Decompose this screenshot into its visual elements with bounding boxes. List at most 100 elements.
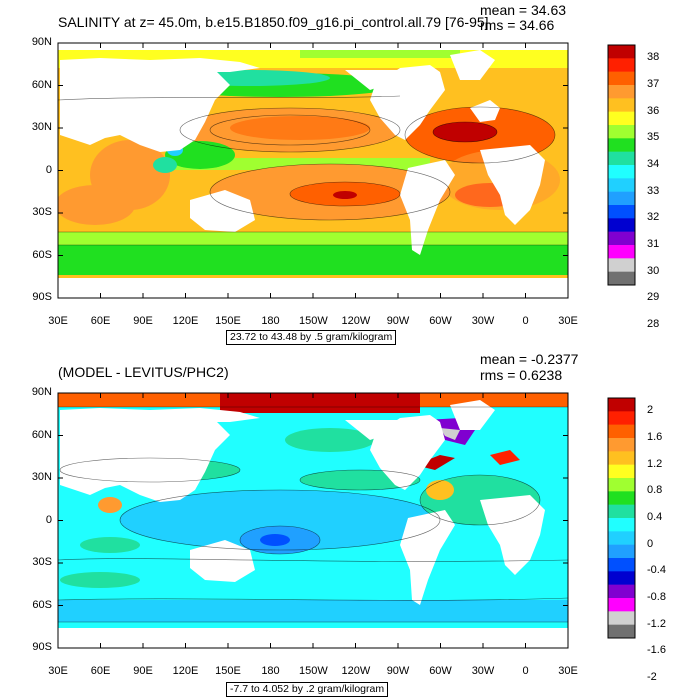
- longitude-tick-label: 30E: [48, 315, 68, 327]
- longitude-tick-label: 0: [522, 665, 529, 677]
- latitude-tick-label: 30S: [32, 206, 52, 218]
- longitude-tick-label: 30W: [471, 665, 495, 677]
- colorbar-swatch: [608, 138, 635, 152]
- rms-label: rms = 34.66: [480, 17, 555, 33]
- longitude-tick-label: 60E: [90, 665, 111, 677]
- longitude-tick-label: 150W: [299, 315, 328, 327]
- colorbar-swatch: [608, 58, 635, 72]
- longitude-tick-label: 180: [261, 315, 280, 327]
- colorbar-level-label: 0: [647, 537, 654, 550]
- longitude-tick-label: 60W: [429, 665, 452, 677]
- colorbar-swatch: [608, 611, 635, 625]
- longitude-tick-label: 150E: [215, 665, 241, 677]
- colorbar-swatch: [608, 271, 635, 286]
- colorbar-swatch: [608, 558, 635, 572]
- longitude-tick-label: 90E: [133, 665, 153, 677]
- longitude-tick-label: 90W: [386, 665, 410, 677]
- longitude-tick-label: 90W: [386, 315, 410, 327]
- latitude-tick-label: 90N: [31, 36, 52, 48]
- colorbar-swatch: [608, 231, 635, 246]
- colorbar-level-label: 32: [647, 211, 660, 224]
- longitude-tick-label: 150W: [299, 665, 328, 677]
- colorbar-level-label: 0.4: [647, 511, 663, 523]
- longitude-tick-label: 120E: [172, 315, 199, 327]
- colorbar-swatch: [608, 464, 635, 479]
- colorbar-swatch: [608, 191, 635, 206]
- latitude-tick-label: 60S: [32, 248, 52, 261]
- longitude-tick-label: 30E: [558, 315, 578, 327]
- colorbar-level-label: 1.6: [647, 431, 663, 443]
- colorbar-swatch: [608, 411, 635, 425]
- contour-range-label: -7.7 to 4.052 by .2 gram/kilogram: [226, 682, 389, 697]
- colorbar-frame: [607, 397, 636, 639]
- latitude-tick-label: 90N: [31, 386, 52, 398]
- colorbar-level-label: -1.6: [647, 644, 666, 657]
- colorbar-swatch: [608, 151, 635, 166]
- colorbar-level-label: 29: [647, 291, 660, 304]
- colorbar-swatch: [608, 125, 635, 139]
- colorbar-swatch: [608, 518, 635, 532]
- colorbar-swatch: [608, 598, 635, 612]
- colorbar-swatch: [608, 571, 635, 585]
- panel-title: SALINITY at z= 45.0m, b.e15.B1850.f09_g1…: [58, 14, 489, 30]
- latitude-tick-label: 90S: [32, 641, 52, 653]
- latitude-tick-label: 0: [45, 513, 52, 526]
- latitude-tick-label: 30N: [31, 471, 52, 483]
- mean-label: mean = -0.2377: [480, 351, 579, 367]
- mean-label: mean = 34.63: [480, 2, 567, 18]
- colorbar-swatch: [608, 424, 635, 439]
- latitude-tick-label: 0: [45, 163, 52, 176]
- colorbar-swatch: [608, 205, 635, 219]
- latitude-tick-label: 60S: [32, 598, 52, 611]
- colorbar-swatch: [608, 398, 635, 412]
- colorbar-swatch: [608, 531, 635, 545]
- colorbar-swatch: [608, 85, 635, 99]
- colorbar-level-label: 33: [647, 184, 660, 197]
- contour-range-label: 23.72 to 43.48 by .5 gram/kilogram: [226, 330, 397, 345]
- colorbar-swatch: [608, 624, 635, 639]
- colorbar-level-label: 38: [647, 51, 660, 64]
- colorbar-swatch: [608, 165, 635, 179]
- colorbar-level-label: 28: [647, 318, 660, 330]
- colorbar-swatch: [608, 451, 635, 465]
- colorbar-level-label: 30: [647, 264, 660, 277]
- colorbar-swatch: [608, 71, 635, 86]
- colorbar-swatch: [608, 178, 635, 192]
- longitude-tick-label: 30W: [471, 315, 495, 327]
- colorbar-swatch: [608, 258, 635, 272]
- colorbar-frame: [607, 44, 636, 286]
- colorbar-level-label: 1.2: [647, 457, 663, 470]
- colorbar-swatch: [608, 438, 635, 452]
- longitude-tick-label: 60W: [429, 315, 452, 327]
- longitude-tick-label: 180: [261, 665, 280, 677]
- longitude-tick-label: 0: [522, 315, 529, 327]
- longitude-tick-label: 30E: [48, 665, 68, 677]
- colorbar-swatch: [608, 111, 635, 126]
- colorbar-swatch: [608, 245, 635, 259]
- colorbar-swatch: [608, 98, 635, 112]
- colorbar-swatch: [608, 544, 635, 559]
- latitude-tick-label: 60N: [31, 428, 52, 441]
- colorbar-level-label: -2: [647, 671, 657, 683]
- rms-label: rms = 0.6238: [480, 367, 563, 383]
- latitude-tick-label: 30N: [31, 121, 52, 133]
- longitude-tick-label: 30E: [558, 665, 578, 677]
- longitude-tick-label: 120W: [341, 665, 371, 677]
- latitude-tick-label: 60N: [31, 78, 52, 91]
- colorbar-level-label: 34: [647, 158, 660, 170]
- panel-title: (MODEL - LEVITUS/PHC2): [58, 364, 229, 380]
- colorbar-swatch: [608, 491, 635, 505]
- longitude-tick-label: 120W: [341, 315, 371, 327]
- colorbar-swatch: [608, 504, 635, 519]
- colorbar-level-label: 36: [647, 104, 660, 117]
- latitude-tick-label: 30S: [32, 556, 52, 568]
- longitude-tick-label: 150E: [215, 315, 241, 327]
- difference-field: [58, 393, 568, 648]
- longitude-tick-label: 120E: [172, 665, 199, 677]
- colorbar-level-label: 2: [647, 404, 654, 417]
- colorbar-swatch: [608, 478, 635, 492]
